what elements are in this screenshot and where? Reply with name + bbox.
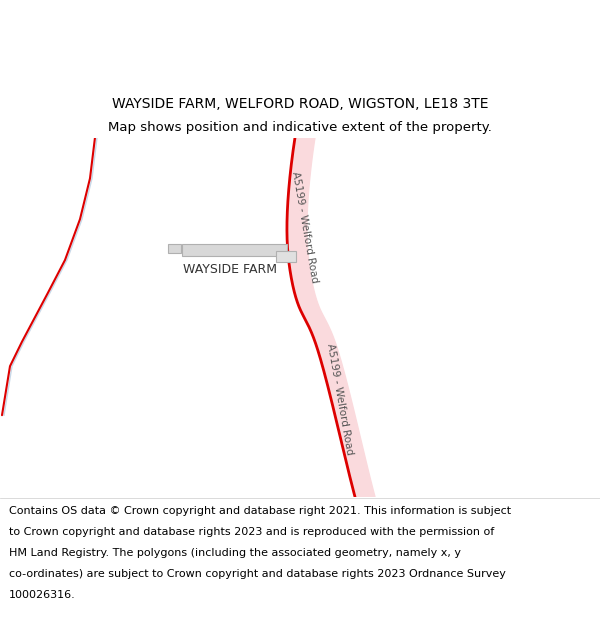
Text: A5199 - Welford Road: A5199 - Welford Road bbox=[290, 171, 320, 284]
Text: Contains OS data © Crown copyright and database right 2021. This information is : Contains OS data © Crown copyright and d… bbox=[9, 506, 511, 516]
Polygon shape bbox=[287, 138, 375, 497]
Text: co-ordinates) are subject to Crown copyright and database rights 2023 Ordnance S: co-ordinates) are subject to Crown copyr… bbox=[9, 569, 506, 579]
Text: 100026316.: 100026316. bbox=[9, 591, 76, 601]
Text: WAYSIDE FARM, WELFORD ROAD, WIGSTON, LE18 3TE: WAYSIDE FARM, WELFORD ROAD, WIGSTON, LE1… bbox=[112, 97, 488, 111]
Text: Map shows position and indicative extent of the property.: Map shows position and indicative extent… bbox=[108, 121, 492, 134]
Text: HM Land Registry. The polygons (including the associated geometry, namely x, y: HM Land Registry. The polygons (includin… bbox=[9, 548, 461, 558]
Text: to Crown copyright and database rights 2023 and is reproduced with the permissio: to Crown copyright and database rights 2… bbox=[9, 527, 494, 537]
Text: WAYSIDE FARM: WAYSIDE FARM bbox=[183, 263, 277, 276]
Text: A5199 - Welford Road: A5199 - Welford Road bbox=[325, 342, 355, 456]
Bar bbox=[276, 251, 296, 262]
Bar bbox=[168, 244, 181, 254]
Bar bbox=[182, 244, 287, 256]
